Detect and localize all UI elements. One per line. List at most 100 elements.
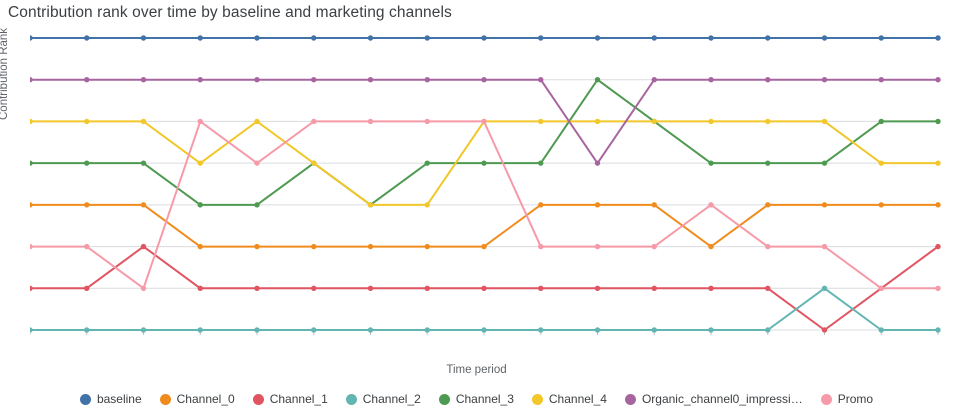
data-point[interactable] [30,202,33,208]
data-point[interactable] [140,160,147,166]
data-point[interactable] [84,285,90,291]
data-point[interactable] [821,160,828,166]
data-point[interactable] [254,35,260,41]
data-point[interactable] [254,202,260,208]
data-point[interactable] [821,35,828,41]
data-point[interactable] [538,327,544,333]
data-point[interactable] [708,285,714,291]
data-point[interactable] [30,243,33,250]
data-point[interactable] [821,118,828,125]
data-point[interactable] [538,243,544,250]
data-point[interactable] [935,285,941,291]
series-channel-3[interactable] [30,77,941,208]
data-point[interactable] [424,285,430,291]
data-point[interactable] [538,118,544,125]
data-point[interactable] [84,160,90,166]
data-point[interactable] [538,202,544,208]
data-point[interactable] [481,327,487,333]
data-point[interactable] [878,285,884,291]
series-channel-0[interactable] [30,202,941,250]
data-point[interactable] [594,35,601,41]
data-point[interactable] [651,118,657,125]
data-point[interactable] [424,118,430,125]
data-point[interactable] [538,160,544,166]
data-point[interactable] [367,77,374,83]
data-point[interactable] [765,160,771,166]
data-point[interactable] [935,35,941,41]
data-point[interactable] [651,77,657,83]
data-point[interactable] [708,77,714,83]
data-point[interactable] [30,285,33,291]
data-point[interactable] [311,35,317,41]
data-point[interactable] [651,285,657,291]
data-point[interactable] [594,202,601,208]
data-point[interactable] [594,327,601,333]
data-point[interactable] [197,160,203,166]
data-point[interactable] [935,77,941,83]
series-baseline[interactable] [30,35,941,41]
data-point[interactable] [594,160,601,166]
data-point[interactable] [481,285,487,291]
data-point[interactable] [197,202,203,208]
data-point[interactable] [254,327,260,333]
data-point[interactable] [197,35,203,41]
data-point[interactable] [367,243,374,250]
legend-item-channel-1[interactable]: Channel_1 [252,392,328,406]
data-point[interactable] [84,118,90,125]
data-point[interactable] [254,77,260,83]
data-point[interactable] [30,118,33,125]
data-point[interactable] [311,77,317,83]
series-channel-1[interactable] [30,243,941,333]
data-point[interactable] [30,77,33,83]
data-point[interactable] [197,285,203,291]
data-point[interactable] [708,243,714,250]
data-point[interactable] [481,118,487,125]
data-point[interactable] [765,285,771,291]
data-point[interactable] [84,202,90,208]
data-point[interactable] [538,77,544,83]
series-organic-channel0-impressi-[interactable] [30,77,941,166]
data-point[interactable] [254,118,260,125]
data-point[interactable] [197,118,203,125]
data-point[interactable] [821,243,828,250]
data-point[interactable] [367,327,374,333]
data-point[interactable] [594,77,601,83]
data-point[interactable] [140,118,147,125]
data-point[interactable] [311,285,317,291]
data-point[interactable] [594,118,601,125]
data-point[interactable] [424,160,430,166]
data-point[interactable] [367,35,374,41]
data-point[interactable] [197,243,203,250]
data-point[interactable] [765,202,771,208]
data-point[interactable] [424,243,430,250]
data-point[interactable] [935,243,941,250]
data-point[interactable] [30,35,33,41]
data-point[interactable] [538,35,544,41]
data-point[interactable] [140,285,147,291]
legend-item-channel-4[interactable]: Channel_4 [531,392,607,406]
data-point[interactable] [254,243,260,250]
series-channel-2[interactable] [30,285,941,333]
data-point[interactable] [197,327,203,333]
data-point[interactable] [594,243,601,250]
data-point[interactable] [765,118,771,125]
data-point[interactable] [821,327,828,333]
data-point[interactable] [538,285,544,291]
data-point[interactable] [367,118,374,125]
data-point[interactable] [821,202,828,208]
data-point[interactable] [254,285,260,291]
data-point[interactable] [30,160,33,166]
series-promo[interactable] [30,118,941,291]
data-point[interactable] [708,35,714,41]
data-point[interactable] [140,327,147,333]
data-point[interactable] [651,327,657,333]
data-point[interactable] [140,243,147,250]
data-point[interactable] [878,35,884,41]
data-point[interactable] [651,35,657,41]
data-point[interactable] [708,327,714,333]
data-point[interactable] [311,243,317,250]
data-point[interactable] [651,202,657,208]
data-point[interactable] [821,285,828,291]
data-point[interactable] [765,327,771,333]
legend-item-promo[interactable]: Promo [820,392,873,406]
